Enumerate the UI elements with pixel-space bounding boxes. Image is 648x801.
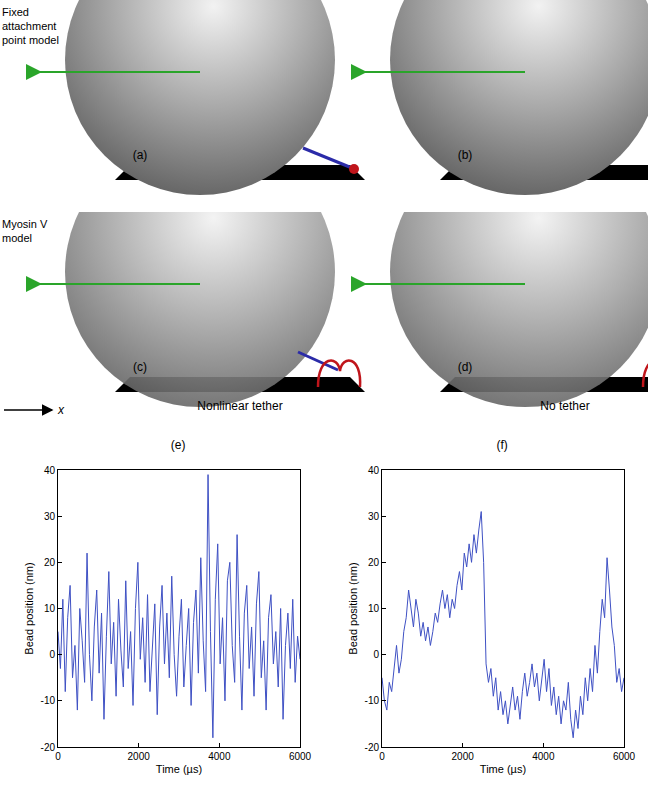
svg-text:-20: -20 xyxy=(365,742,380,753)
svg-text:10: 10 xyxy=(368,603,380,614)
svg-text:model: model xyxy=(2,232,32,244)
svg-text:0: 0 xyxy=(373,649,379,660)
svg-text:Bead position (nm): Bead position (nm) xyxy=(347,562,359,654)
svg-text:0: 0 xyxy=(379,751,385,762)
svg-text:(c): (c) xyxy=(133,360,147,374)
svg-text:Time (µs): Time (µs) xyxy=(156,763,202,775)
svg-text:30: 30 xyxy=(44,511,56,522)
svg-text:-10: -10 xyxy=(365,695,380,706)
svg-text:(d): (d) xyxy=(458,360,473,374)
svg-text:0: 0 xyxy=(49,649,55,660)
svg-text:(a): (a) xyxy=(133,148,148,162)
svg-text:20: 20 xyxy=(44,557,56,568)
svg-text:4000: 4000 xyxy=(208,751,231,762)
svg-text:-20: -20 xyxy=(41,742,56,753)
svg-text:40: 40 xyxy=(44,465,56,476)
svg-text:Nonlinear tether: Nonlinear tether xyxy=(197,399,282,413)
svg-text:-10: -10 xyxy=(41,695,56,706)
svg-text:x: x xyxy=(57,403,65,417)
svg-text:Fixed: Fixed xyxy=(2,6,29,18)
svg-text:Bead position (nm): Bead position (nm) xyxy=(23,562,35,654)
svg-text:2000: 2000 xyxy=(128,751,151,762)
svg-text:point model: point model xyxy=(2,34,59,46)
svg-text:20: 20 xyxy=(368,557,380,568)
svg-text:(b): (b) xyxy=(458,148,473,162)
svg-text:6000: 6000 xyxy=(613,751,636,762)
svg-text:10: 10 xyxy=(44,603,56,614)
svg-text:6000: 6000 xyxy=(289,751,312,762)
svg-text:(e): (e) xyxy=(171,438,186,452)
svg-text:2000: 2000 xyxy=(452,751,475,762)
svg-text:(f): (f) xyxy=(497,438,508,452)
svg-text:4000: 4000 xyxy=(532,751,555,762)
svg-text:attachment: attachment xyxy=(2,20,56,32)
svg-text:Myosin V: Myosin V xyxy=(2,218,48,230)
svg-text:Time (µs): Time (µs) xyxy=(480,763,526,775)
svg-text:0: 0 xyxy=(55,751,61,762)
svg-text:No tether: No tether xyxy=(540,399,589,413)
svg-text:30: 30 xyxy=(368,511,380,522)
svg-text:40: 40 xyxy=(368,465,380,476)
